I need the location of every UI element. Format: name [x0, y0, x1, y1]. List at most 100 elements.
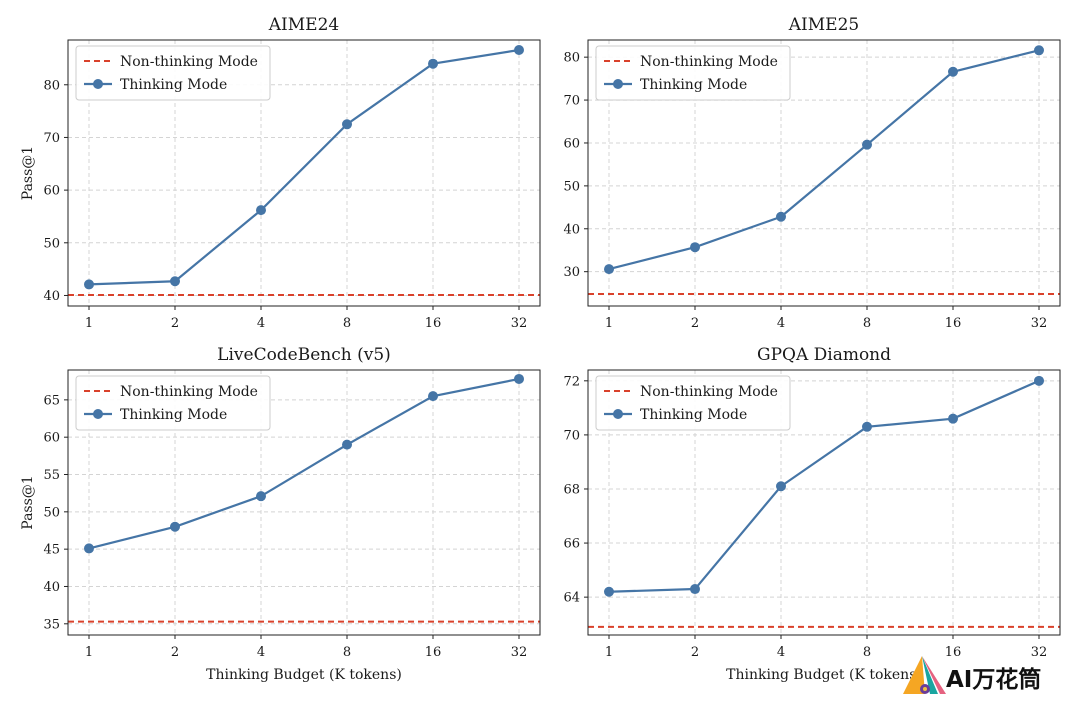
chart-title: GPQA Diamond — [757, 345, 891, 365]
y-tick-label: 40 — [43, 289, 60, 304]
legend-label-non-thinking: Non-thinking Mode — [640, 54, 778, 70]
chart-panel-4: 1 2 4 8 16 32 64 66 68 70 72 GPQA Diamond Thinking B… — [563, 345, 1061, 683]
y-tick-label: 60 — [563, 136, 580, 151]
series-line-thinking — [608, 49, 1040, 271]
data-point — [342, 439, 352, 450]
x-tick-label: 1 — [85, 645, 93, 660]
y-tick-label: 50 — [43, 236, 60, 251]
series-line-thinking — [608, 379, 1040, 593]
series-line-thinking — [88, 48, 520, 286]
y-tick-label: 50 — [563, 179, 580, 194]
y-tick-label: 35 — [43, 617, 60, 632]
data-point — [604, 264, 614, 275]
x-tick-label: 8 — [343, 316, 351, 331]
x-tick-label: 4 — [777, 645, 785, 660]
y-tick-label: 68 — [563, 482, 580, 497]
y-tick-label: 72 — [563, 374, 580, 389]
data-point — [428, 391, 438, 402]
axes-frame — [587, 39, 1061, 307]
y-tick-label: 40 — [43, 580, 60, 595]
legend-label-thinking: Thinking Mode — [120, 77, 227, 93]
data-point — [690, 584, 700, 595]
y-axis-label: Pass@1 — [20, 475, 36, 529]
data-point — [776, 481, 786, 492]
data-point — [84, 279, 94, 290]
data-point — [948, 66, 958, 77]
x-tick-label: 32 — [1031, 645, 1048, 660]
x-tick-label: 32 — [511, 316, 528, 331]
grid — [68, 370, 540, 635]
legend-box — [75, 375, 271, 431]
legend: Non-thinking Mode Thinking Mode — [75, 45, 271, 101]
x-tick-label: 2 — [171, 316, 179, 331]
axes-frame — [67, 39, 541, 307]
watermark-text: AI万花筒 — [946, 666, 1041, 693]
x-tick-label: 1 — [605, 316, 613, 331]
legend-label-non-thinking: Non-thinking Mode — [640, 384, 778, 400]
y-tick-label: 45 — [43, 543, 60, 558]
axes-frame — [67, 369, 541, 636]
data-point — [514, 373, 524, 384]
data-point — [1034, 45, 1044, 56]
data-point — [604, 586, 614, 597]
watermark: AI万花筒 — [903, 656, 1041, 694]
y-tick-label: 66 — [563, 537, 580, 552]
data-point — [170, 276, 180, 287]
chart-panel-1: 1 2 4 8 16 32 40 50 60 70 80 AIME24 Pass@1 Non-thinki… — [20, 15, 541, 331]
y-tick-label: 60 — [43, 184, 60, 199]
x-tick-label: 16 — [945, 645, 962, 660]
legend-box — [75, 45, 271, 101]
legend-box — [595, 375, 791, 431]
x-tick-label: 2 — [691, 316, 699, 331]
data-point — [690, 242, 700, 253]
legend: Non-thinking Mode Thinking Mode — [595, 375, 791, 431]
data-point — [256, 491, 266, 502]
legend-label-thinking: Thinking Mode — [120, 407, 227, 423]
data-point — [862, 139, 872, 150]
data-point — [170, 521, 180, 532]
chart-title: AIME24 — [268, 15, 339, 35]
x-tick-label: 16 — [945, 316, 962, 331]
legend-label-thinking: Thinking Mode — [640, 407, 747, 423]
chart-panel-2: 1 2 4 8 16 32 30 40 50 60 70 80 AIME25 Non-thinking M… — [563, 15, 1061, 331]
y-tick-label: 60 — [43, 431, 60, 446]
x-tick-label: 1 — [85, 316, 93, 331]
y-tick-label: 70 — [563, 94, 580, 109]
x-tick-label: 1 — [605, 645, 613, 660]
y-tick-label: 64 — [563, 591, 580, 606]
y-axis-label: Pass@1 — [20, 146, 36, 200]
x-tick-label: 8 — [863, 645, 871, 660]
x-tick-label: 2 — [171, 645, 179, 660]
series-line-thinking — [88, 377, 520, 550]
legend-marker-thinking — [613, 79, 623, 89]
legend: Non-thinking Mode Thinking Mode — [595, 45, 791, 101]
legend-label-non-thinking: Non-thinking Mode — [120, 54, 258, 70]
chart-panel-3: 1 2 4 8 16 32 35 40 45 50 55 60 65 LiveCodeBench (v5)… — [20, 345, 541, 683]
data-point — [514, 45, 524, 56]
axes-frame — [587, 369, 1061, 636]
sail-logo-icon — [903, 656, 946, 694]
x-tick-label: 8 — [863, 316, 871, 331]
data-point — [948, 413, 958, 424]
y-tick-label: 50 — [43, 505, 60, 520]
legend-marker-thinking — [93, 79, 103, 89]
legend: Non-thinking Mode Thinking Mode — [75, 375, 271, 431]
data-point — [1034, 375, 1044, 386]
data-point — [776, 211, 786, 222]
data-point — [84, 543, 94, 554]
x-axis-label: Thinking Budget (K tokens) — [726, 667, 922, 683]
x-tick-label: 2 — [691, 645, 699, 660]
x-tick-label: 4 — [257, 316, 265, 331]
data-point — [862, 421, 872, 432]
y-tick-label: 80 — [43, 78, 60, 93]
x-tick-label: 8 — [343, 645, 351, 660]
y-tick-label: 30 — [563, 265, 580, 280]
legend-box — [595, 45, 791, 101]
x-tick-label: 32 — [511, 645, 528, 660]
x-tick-label: 32 — [1031, 316, 1048, 331]
y-tick-label: 65 — [43, 393, 60, 408]
x-tick-label: 16 — [425, 316, 442, 331]
x-tick-label: 4 — [257, 645, 265, 660]
data-point — [342, 119, 352, 130]
